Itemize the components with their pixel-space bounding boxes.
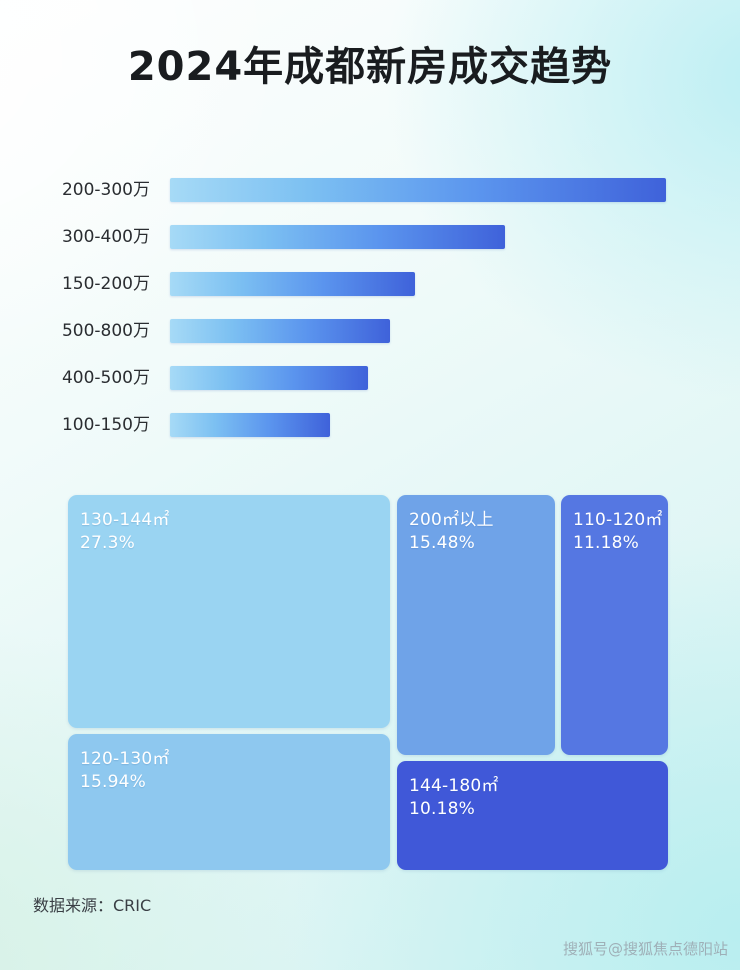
treemap-tile-label: 130-144㎡ xyxy=(80,510,170,530)
watermark-text: 搜狐号@搜狐焦点德阳站 xyxy=(562,940,728,958)
bar-label: 400-500万 xyxy=(61,368,150,388)
treemap-chart: 130-144㎡ 27.3% 200㎡以上 15.48% 110-120㎡ 11… xyxy=(68,495,668,870)
treemap-tile: 110-120㎡ 11.18% xyxy=(561,495,668,755)
treemap-tile-label: 144-180㎡ xyxy=(409,776,499,796)
treemap-tile-label: 120-130㎡ xyxy=(80,749,170,769)
bar-row: 100-150万 xyxy=(0,411,740,439)
data-source-note: 数据来源：CRIC xyxy=(33,896,152,915)
treemap-tile: 200㎡以上 15.48% xyxy=(397,495,555,755)
bar-row: 300-400万 xyxy=(0,223,740,251)
treemap-tile-label: 200㎡以上 xyxy=(409,510,494,530)
bar-label: 500-800万 xyxy=(61,321,150,341)
bar-label: 200-300万 xyxy=(61,180,150,200)
bar-fill xyxy=(170,413,330,437)
treemap-tile-value: 15.48% xyxy=(409,532,476,553)
page-title-container: 2024年成都新房成交趋势 xyxy=(0,34,740,92)
bar-track xyxy=(170,178,666,202)
treemap-tile-value: 11.18% xyxy=(573,532,640,553)
bar-track xyxy=(170,366,368,390)
bar-row: 500-800万 xyxy=(0,317,740,345)
bar-fill xyxy=(170,366,368,390)
treemap-tile-value: 10.18% xyxy=(409,798,476,819)
treemap-tile: 144-180㎡ 10.18% xyxy=(397,761,668,870)
bar-track xyxy=(170,272,415,296)
bar-fill xyxy=(170,319,390,343)
bar-row: 150-200万 xyxy=(0,270,740,298)
bar-track xyxy=(170,225,505,249)
treemap-tile: 120-130㎡ 15.94% xyxy=(68,734,390,870)
bar-fill xyxy=(170,272,415,296)
bar-label: 300-400万 xyxy=(61,227,150,247)
treemap-tile-label: 110-120㎡ xyxy=(573,510,663,530)
bar-track xyxy=(170,319,390,343)
bar-track xyxy=(170,413,330,437)
bar-fill xyxy=(170,178,666,202)
page-title: 2024年成都新房成交趋势 xyxy=(127,44,613,90)
treemap-tile-value: 27.3% xyxy=(80,532,136,553)
bar-row: 200-300万 xyxy=(0,176,740,204)
bar-row: 400-500万 xyxy=(0,364,740,392)
treemap-tile-value: 15.94% xyxy=(80,771,147,792)
bar-fill xyxy=(170,225,505,249)
bar-chart: 200-300万 300-400万 150-200万 500-800万 400-… xyxy=(0,176,740,448)
bar-label: 150-200万 xyxy=(61,274,150,294)
bar-label: 100-150万 xyxy=(61,415,150,435)
treemap-tile: 130-144㎡ 27.3% xyxy=(68,495,390,728)
